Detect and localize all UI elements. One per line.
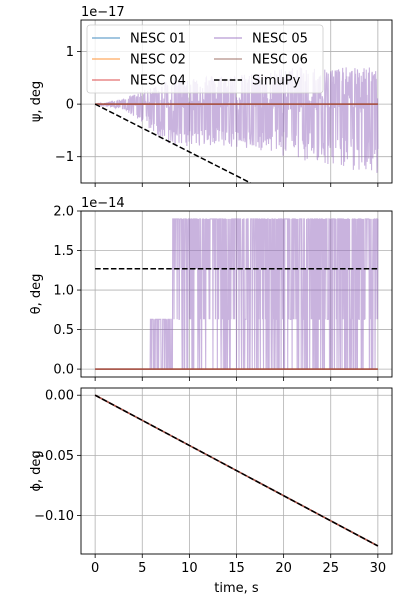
legend-label-nesc-01: NESC 01	[130, 32, 186, 47]
x-axis-label: time, s	[214, 581, 259, 596]
x-tick-label: 0	[91, 561, 99, 576]
y-offset-label: 1e−14	[81, 196, 125, 211]
legend-box	[86, 24, 324, 94]
series-simupy	[94, 394, 379, 547]
x-tick-label: 20	[275, 561, 292, 576]
theta-panel: 0.0 0.5 1.0 1.5 2.0 1e−14 θ, deg	[29, 196, 393, 381]
y-tick-label: 0	[66, 98, 74, 113]
y-tick-label: 2.0	[53, 205, 74, 220]
legend-label-nesc-02: NESC 02	[130, 53, 186, 68]
plot-area	[95, 218, 379, 370]
series-nesc-05	[95, 218, 379, 370]
x-tick-label: 15	[228, 561, 245, 576]
legend-label-simupy: SimuPy	[252, 74, 301, 89]
series-simupy	[94, 103, 251, 183]
y-tick-label: 1.5	[53, 244, 74, 259]
y-axis-label: ψ, deg	[29, 81, 44, 122]
y-tick-label: 1	[66, 45, 74, 60]
y-tick-label: 0.0	[53, 363, 74, 378]
y-offset-label: 1e−17	[81, 5, 125, 20]
plot-area	[94, 67, 379, 183]
plot-area	[94, 394, 379, 547]
series-nesc-05	[95, 67, 379, 173]
phi-panel: 0 5 10 15 20 25 30 0.00 −0.05 −0.10 ϕ, deg time, s	[29, 387, 393, 596]
legend-label-nesc-06: NESC 06	[252, 53, 308, 68]
legend-label-nesc-04: NESC 04	[130, 74, 186, 89]
y-tick-label: −0.05	[34, 449, 74, 464]
y-axis-label: ϕ, deg	[29, 450, 44, 491]
y-tick-label: 0.5	[53, 323, 74, 338]
y-tick-label: −1	[55, 150, 74, 165]
legend: NESC 01 NESC 02 NESC 04 NESC 05 NESC 06 SimuP…	[86, 24, 324, 94]
y-tick-label: 1.0	[53, 284, 74, 299]
x-tick-label: 30	[370, 561, 387, 576]
y-axis-label: θ, deg	[29, 274, 44, 315]
x-tick-label: 25	[322, 561, 339, 576]
legend-label-nesc-05: NESC 05	[252, 32, 308, 47]
x-tick-label: 10	[181, 561, 198, 576]
y-tick-label: −0.10	[34, 509, 74, 524]
x-tick-label: 5	[138, 561, 146, 576]
grid	[81, 388, 392, 554]
y-tick-label: 0.00	[45, 389, 74, 404]
